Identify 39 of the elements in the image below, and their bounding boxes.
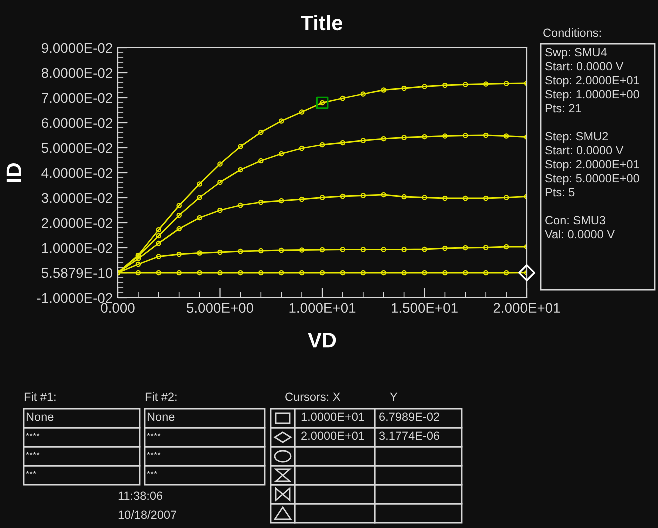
text: 11:38:06 [118,492,163,500]
chart-title: Title [301,15,343,31]
y-tick-label: 2.0000E-02 [42,218,112,228]
text: Y [390,392,398,402]
y-tick-label: 8.0000E-02 [42,68,112,78]
y-tick-label: 9.0000E-02 [42,43,112,54]
text: **** [147,433,161,436]
y-tick-label: 5.5879E-10 [42,268,113,278]
y-tick-label: 5.0000E-02 [42,143,112,154]
y-tick-label: 7.0000E-02 [42,93,112,104]
text: Swp: SMU4 Start: 0.0000 V Stop: 2.0000E+01 Step: 1.0000E+00 Pts: 21 Step: SMU2 Start: 0.0000 V Stop: 2.0000E+01 Step: 5.0000E+00 Pts: 5 Con: SMU3 Val: 0.0000 V [545,48,640,239]
text: 3.1774E-06 [379,432,440,440]
text: 1.0000E+01 [302,412,364,422]
text: 10/18/2007 [118,510,176,520]
text: **** [147,452,161,456]
x-tick-label: 5.000E+00 [187,303,254,314]
x-axis-title: VD [308,333,336,348]
text: **** [26,452,40,456]
text: Conditions: [544,28,601,38]
x-tick-label: 0.000 [101,303,135,314]
text: None [26,412,54,422]
text: Fit #1: [24,392,56,402]
text: None [148,412,175,422]
x-tick-label: 2.000E+01 [494,303,560,314]
y-tick-label: 4.0000E-02 [42,168,112,178]
y-axis-title: ID [6,163,22,182]
text: Fit #2: [146,392,177,402]
text: Cursors: X [286,392,341,402]
text: 6.7989E-02 [380,412,440,422]
y-tick-label: 6.0000E-02 [42,118,112,128]
text: *** [147,471,158,474]
text: 2.0000E+01 [302,432,364,440]
x-tick-label: 1.500E+01 [392,303,458,314]
y-tick-label: -1.0000E-02 [37,293,112,304]
x-tick-label: 1.000E+01 [290,303,356,314]
text: **** [26,433,40,436]
y-tick-label: 1.0000E-02 [42,243,112,254]
text: *** [26,471,36,474]
y-tick-label: 3.0000E-02 [42,193,112,204]
